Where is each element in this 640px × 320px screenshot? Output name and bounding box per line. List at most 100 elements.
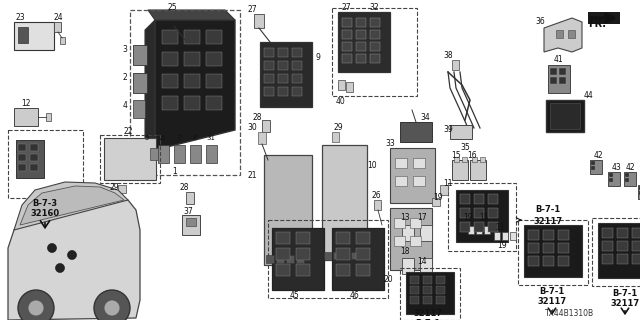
Bar bbox=[608, 172, 620, 186]
Bar bbox=[558, 243, 569, 253]
Bar bbox=[276, 248, 290, 260]
Bar bbox=[450, 125, 472, 139]
Bar bbox=[454, 157, 459, 162]
Bar bbox=[488, 222, 498, 232]
Bar bbox=[591, 161, 595, 165]
Bar bbox=[18, 27, 28, 43]
Bar bbox=[14, 22, 54, 50]
Bar bbox=[260, 42, 312, 107]
Bar bbox=[448, 183, 516, 251]
Bar bbox=[617, 228, 628, 238]
Bar bbox=[476, 226, 482, 234]
Bar bbox=[528, 243, 539, 253]
Bar bbox=[133, 73, 147, 93]
Text: 32117: 32117 bbox=[533, 218, 563, 227]
Bar bbox=[342, 252, 349, 259]
Bar bbox=[410, 218, 421, 228]
Bar bbox=[546, 100, 584, 132]
Text: 19: 19 bbox=[433, 194, 443, 203]
Bar bbox=[638, 185, 640, 199]
Bar bbox=[18, 164, 26, 171]
Bar bbox=[206, 52, 222, 66]
Bar bbox=[528, 256, 539, 266]
Bar bbox=[625, 178, 629, 182]
Text: 33: 33 bbox=[385, 140, 395, 148]
Text: 29: 29 bbox=[333, 124, 343, 132]
Bar bbox=[568, 30, 575, 38]
Text: 24: 24 bbox=[53, 13, 63, 22]
Bar bbox=[590, 160, 602, 174]
Text: 42: 42 bbox=[593, 150, 603, 159]
Bar bbox=[395, 158, 407, 168]
Text: 28: 28 bbox=[179, 183, 189, 193]
Polygon shape bbox=[20, 186, 124, 225]
Bar bbox=[262, 120, 270, 132]
Text: 45: 45 bbox=[289, 292, 299, 300]
Bar bbox=[264, 48, 274, 57]
Bar bbox=[370, 18, 380, 27]
Bar bbox=[632, 228, 640, 238]
Bar bbox=[528, 230, 539, 240]
Bar bbox=[524, 225, 582, 277]
Bar bbox=[602, 254, 613, 264]
Text: 14: 14 bbox=[417, 258, 427, 267]
Bar bbox=[276, 232, 290, 244]
Text: 27: 27 bbox=[341, 4, 351, 12]
Bar bbox=[254, 14, 264, 28]
Bar bbox=[374, 200, 381, 210]
Bar bbox=[624, 172, 636, 186]
Bar bbox=[452, 160, 468, 180]
Bar bbox=[356, 30, 366, 39]
Bar bbox=[184, 52, 200, 66]
Bar bbox=[556, 30, 563, 38]
Bar bbox=[296, 264, 310, 276]
Text: 38: 38 bbox=[443, 51, 453, 60]
Bar bbox=[356, 42, 366, 51]
Bar bbox=[518, 220, 588, 285]
Bar bbox=[400, 122, 432, 142]
Text: 15: 15 bbox=[451, 150, 461, 159]
Text: 28: 28 bbox=[252, 114, 262, 123]
Bar bbox=[632, 254, 640, 264]
Text: 12: 12 bbox=[21, 100, 31, 108]
Bar bbox=[423, 276, 432, 284]
Bar bbox=[292, 61, 302, 70]
Circle shape bbox=[67, 251, 77, 260]
Bar bbox=[462, 157, 467, 162]
Bar bbox=[30, 164, 38, 171]
Bar bbox=[468, 226, 474, 234]
Bar bbox=[390, 148, 435, 203]
Text: 2: 2 bbox=[123, 74, 127, 83]
Bar bbox=[420, 225, 432, 241]
Text: 32117: 32117 bbox=[413, 309, 443, 318]
Text: 7: 7 bbox=[177, 135, 181, 141]
Bar bbox=[186, 192, 194, 204]
Text: B-7-1: B-7-1 bbox=[540, 287, 564, 297]
Text: 25: 25 bbox=[167, 4, 177, 12]
Bar bbox=[351, 252, 358, 259]
Bar bbox=[452, 60, 459, 70]
Bar bbox=[474, 194, 484, 204]
Bar bbox=[30, 154, 38, 161]
Bar bbox=[588, 12, 620, 24]
Bar bbox=[332, 132, 339, 142]
Text: 17: 17 bbox=[417, 213, 427, 222]
Bar bbox=[296, 255, 304, 263]
Bar bbox=[206, 30, 222, 44]
Text: 46: 46 bbox=[349, 292, 359, 300]
Bar bbox=[292, 74, 302, 83]
Bar bbox=[158, 145, 169, 163]
Bar bbox=[278, 74, 288, 83]
Text: 34: 34 bbox=[420, 114, 430, 123]
Bar bbox=[184, 74, 200, 88]
Bar bbox=[440, 185, 448, 195]
Text: 22: 22 bbox=[124, 127, 132, 137]
Bar bbox=[548, 65, 570, 93]
Bar bbox=[617, 254, 628, 264]
Text: 44: 44 bbox=[583, 91, 593, 100]
Bar bbox=[332, 228, 384, 290]
Bar bbox=[30, 144, 38, 151]
Text: 43: 43 bbox=[611, 164, 621, 172]
Text: 10: 10 bbox=[367, 161, 377, 170]
Bar bbox=[394, 236, 405, 246]
